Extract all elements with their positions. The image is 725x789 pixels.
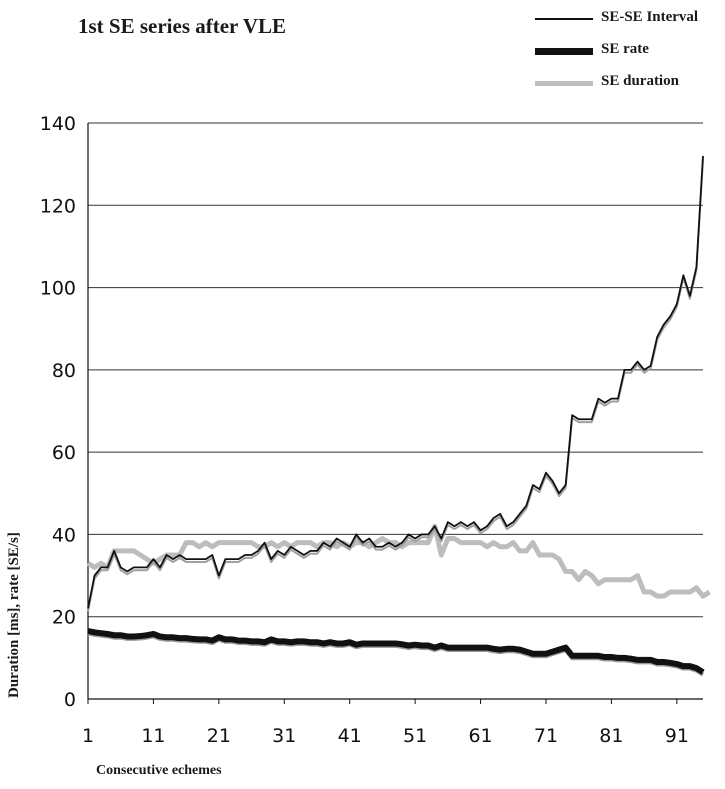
legend-swatch-rate — [535, 48, 593, 55]
x-tick-label: 41 — [338, 725, 362, 747]
legend-swatch-interval — [535, 18, 593, 20]
x-tick-label: 71 — [534, 725, 558, 747]
legend-label-rate: SE rate — [601, 41, 649, 57]
series-line-se-duration — [86, 523, 711, 599]
y-tick-label: 100 — [40, 278, 76, 300]
y-axis-label-wrap: Duration [ms], rate [SE/s] — [2, 380, 22, 780]
series-line-se-interval — [87, 155, 704, 609]
series-shadow-se-interval — [87, 158, 704, 612]
x-tick-label: 31 — [272, 725, 296, 747]
legend-label-duration: SE duration — [601, 73, 679, 89]
chart-title: 1st SE series after VLE — [78, 14, 287, 38]
x-tick-label: 11 — [141, 725, 165, 747]
x-tick-label: 51 — [403, 725, 427, 747]
legend-label-interval: SE-SE Interval — [601, 9, 699, 25]
y-tick-label: 80 — [52, 360, 76, 382]
y-tick-label: 60 — [52, 442, 76, 464]
y-tick-label: 140 — [40, 113, 76, 135]
y-axis-label: Duration [ms], rate [SE/s] — [6, 532, 22, 698]
legend-swatch-duration — [535, 81, 593, 86]
y-tick-label: 40 — [52, 524, 76, 546]
series-line-se-rate — [87, 628, 705, 675]
y-tick-label: 0 — [64, 689, 76, 711]
x-tick-label: 21 — [207, 725, 231, 747]
y-tick-label: 20 — [52, 607, 76, 629]
y-tick-label: 120 — [40, 195, 76, 217]
x-tick-label: 91 — [665, 725, 689, 747]
x-axis-label: Consecutive echemes — [96, 763, 222, 778]
x-tick-label: 61 — [468, 725, 492, 747]
x-tick-label: 1 — [82, 725, 94, 747]
x-tick-label: 81 — [599, 725, 623, 747]
